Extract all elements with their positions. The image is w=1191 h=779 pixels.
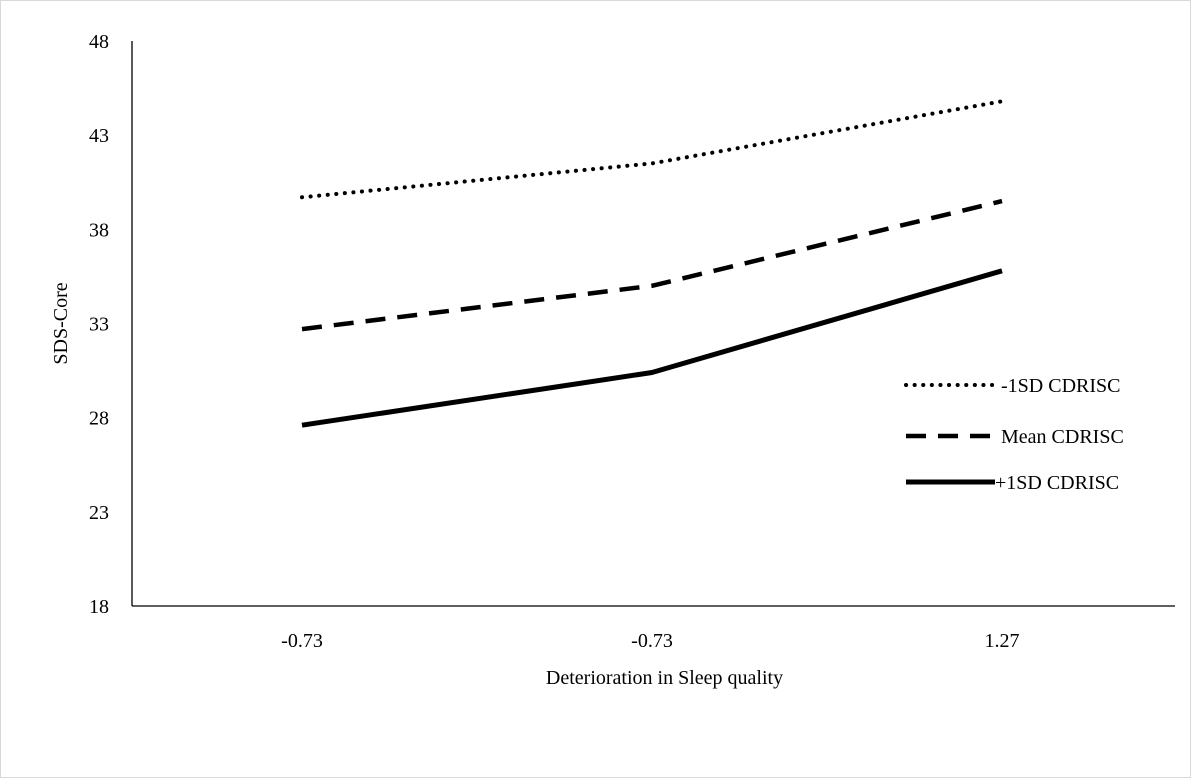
y-tick-label: 23: [89, 502, 109, 524]
y-tick-label: 28: [89, 408, 109, 430]
legend: -1SD CDRISC Mean CDRISC +1SD CDRISC: [904, 375, 1124, 494]
x-tick-label: 1.27: [985, 630, 1020, 652]
legend-label: +1SD CDRISC: [995, 472, 1119, 494]
y-tick-labels: 18 23 28 33 38 43 48: [89, 31, 109, 618]
x-tick-label: -0.73: [281, 630, 323, 652]
series-line: [301, 198, 1003, 332]
legend-label: Mean CDRISC: [1001, 426, 1124, 448]
x-tick-labels: -0.73 -0.73 1.27: [281, 630, 1019, 652]
y-axis-title: SDS-Core: [50, 282, 72, 364]
axes: [131, 41, 1175, 607]
x-axis-title: Deterioration in Sleep quality: [546, 667, 783, 689]
series-lines: [300, 99, 1004, 428]
y-tick-label: 38: [89, 219, 109, 241]
y-tick-label: 18: [89, 596, 109, 618]
x-tick-label: -0.73: [631, 630, 673, 652]
y-tick-label: 43: [89, 125, 109, 147]
y-tick-label: 48: [89, 31, 109, 53]
legend-label: -1SD CDRISC: [1001, 375, 1120, 397]
y-tick-label: 33: [89, 314, 109, 336]
series-line: [300, 99, 1004, 200]
series-line: [301, 268, 1003, 428]
